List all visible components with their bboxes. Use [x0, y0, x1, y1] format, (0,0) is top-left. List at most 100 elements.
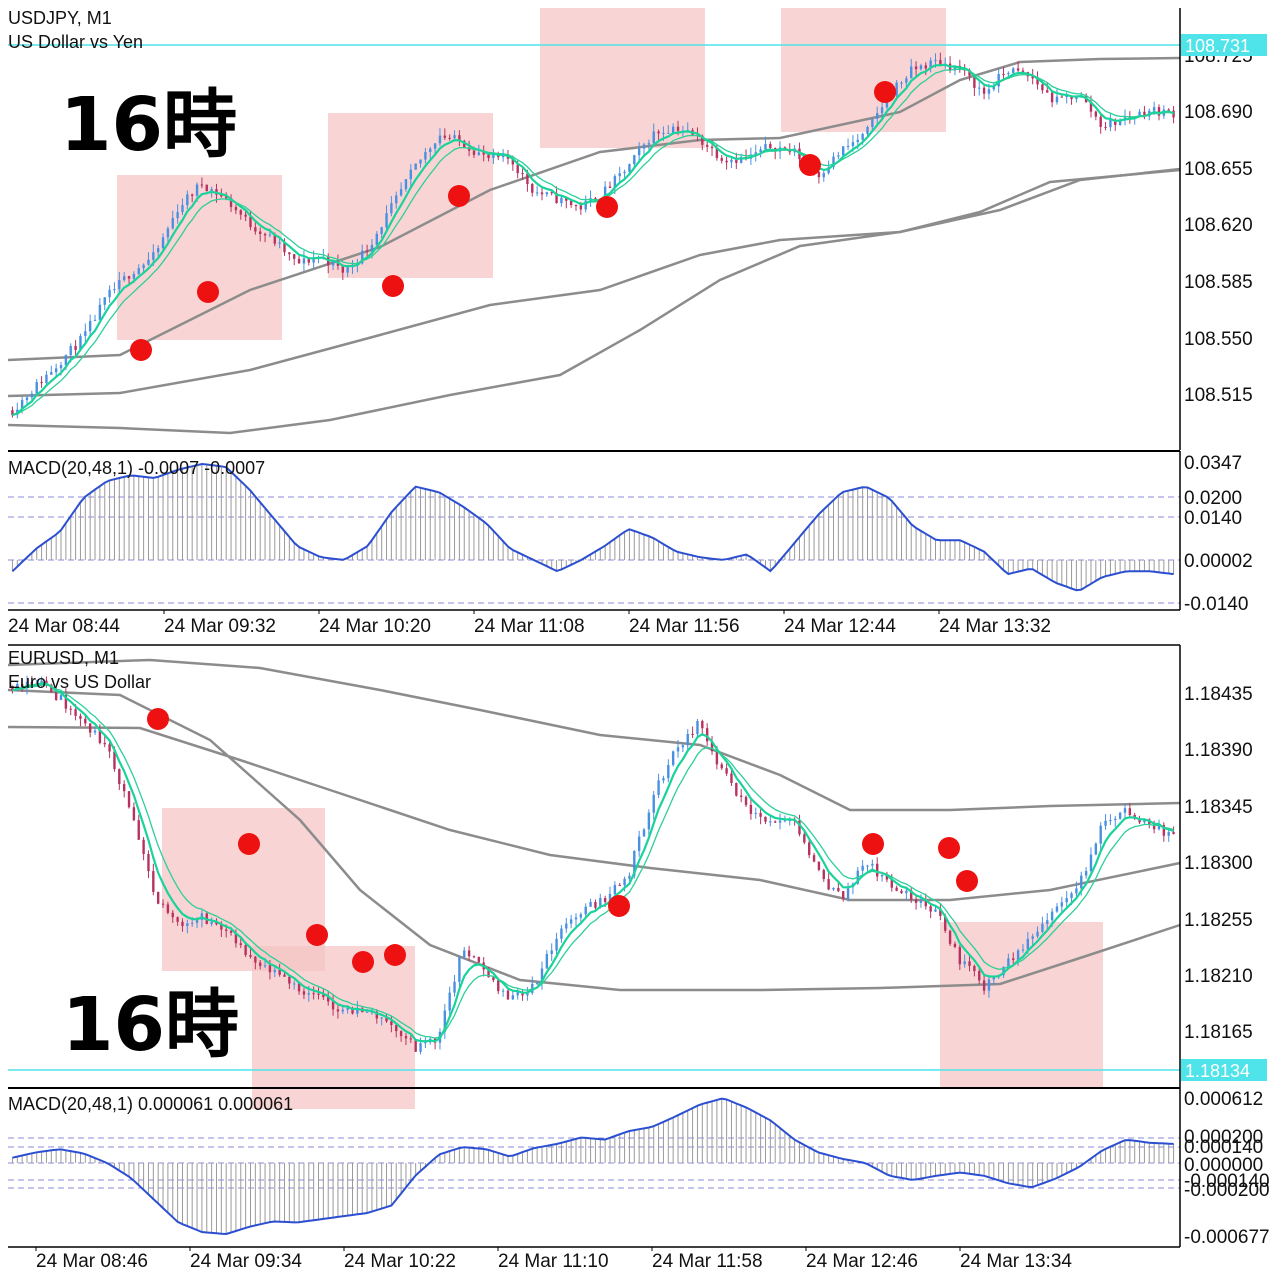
usdjpy-candle-body — [579, 205, 583, 210]
usdjpy-candle-body — [1036, 78, 1039, 85]
usdjpy-candle-body — [1143, 111, 1146, 117]
usdjpy-macd-signal-line — [11, 462, 1174, 592]
eurusd-candle-body — [395, 1025, 398, 1032]
eurusd-candle-body — [885, 875, 889, 880]
usdjpy-candle-body — [968, 70, 971, 76]
eurusd-candle-body — [812, 855, 816, 862]
eurusd-candle-body — [45, 680, 48, 685]
usdjpy-candle-body — [1167, 109, 1170, 111]
usdjpy-candle-body — [555, 193, 558, 204]
usdjpy-candle-body — [1157, 107, 1161, 116]
eurusd-candle-body — [623, 878, 626, 886]
usdjpy-candle-body — [526, 173, 529, 185]
usdjpy-candle-body — [735, 159, 738, 163]
eurusd-candle-body — [186, 923, 189, 927]
usdjpy-time-label: 24 Mar 11:56 — [629, 616, 740, 637]
eurusd-candle-body — [259, 962, 262, 966]
usdjpy-candle-body — [953, 65, 957, 71]
eurusd-candle-body — [516, 992, 519, 996]
usdjpy-candle-body — [370, 244, 374, 252]
eurusd-candle-body — [599, 898, 602, 908]
eurusd-candle-body — [1080, 875, 1083, 889]
usdjpy-candle-body — [880, 107, 884, 114]
usdjpy-candle-body — [438, 135, 442, 144]
usdjpy-candle-body — [1046, 90, 1049, 93]
eurusd-candle-body — [399, 1031, 403, 1037]
usdjpy-candle-body — [769, 144, 772, 149]
eurusd-candle-body — [229, 930, 233, 933]
eurusd-candle-body — [1143, 819, 1146, 823]
eurusd-candle-body — [963, 961, 966, 965]
usdjpy-candle-body — [467, 147, 471, 151]
eurusd-candle-body — [968, 961, 971, 966]
usdjpy-candle-body — [720, 158, 723, 161]
eurusd-candle-body — [1041, 923, 1044, 932]
eurusd-candle-body — [1031, 936, 1034, 939]
eurusd-slow-ma-mid — [7, 725, 1181, 902]
usdjpy-candle-body — [380, 227, 383, 234]
usdjpy-candle-body — [132, 274, 136, 279]
eurusd-candle-body — [69, 708, 72, 710]
usdjpy-candle-body — [404, 179, 408, 190]
usdjpy-signal-marker — [596, 196, 618, 218]
eurusd-signal-marker — [608, 895, 630, 917]
usdjpy-candle-body — [1094, 111, 1098, 117]
eurusd-candle-body — [336, 1009, 340, 1012]
usdjpy-macd-tick: 0.0140 — [1184, 508, 1242, 529]
eurusd-candle-body — [108, 744, 111, 752]
eurusd-candle-body — [647, 812, 651, 830]
eurusd-candle-body — [30, 681, 34, 685]
usdjpy-candle-body — [667, 132, 670, 134]
eurusd-candle-body — [1036, 931, 1039, 937]
usdjpy-time-labels: 24 Mar 08:44 24 Mar 09:32 24 Mar 10:20 2… — [8, 610, 1051, 637]
eurusd-candle-body — [147, 854, 150, 872]
eurusd-candle-body — [691, 734, 694, 736]
usdjpy-candle-body — [978, 87, 981, 89]
eurusd-candle-body — [122, 784, 126, 792]
eurusd-fast-ma — [11, 682, 1174, 1043]
usdjpy-candle-body — [676, 126, 680, 131]
eurusd-candle-body — [657, 780, 660, 795]
eurusd-candle-body — [676, 747, 680, 752]
eurusd-candle-body — [1114, 818, 1117, 821]
eurusd-candle-body — [127, 791, 131, 808]
eurusd-candle-body — [555, 938, 558, 951]
usdjpy-candle-body — [662, 132, 665, 134]
usdjpy-time-label: 24 Mar 10:20 — [319, 616, 431, 637]
usdjpy-candle-body — [127, 276, 131, 279]
usdjpy-candle-body — [701, 135, 704, 145]
usdjpy-candle-body — [108, 289, 111, 298]
usdjpy-candle-body — [584, 200, 587, 210]
eurusd-candle-body — [380, 1017, 383, 1019]
usdjpy-candle-body — [540, 192, 544, 195]
usdjpy-candle-body — [550, 192, 553, 194]
eurusd-candle-body — [944, 915, 947, 931]
eurusd-candle-body — [686, 734, 689, 746]
usdjpy-price-tick: 108.620 — [1184, 215, 1253, 236]
eurusd-candle-body — [822, 869, 825, 880]
eurusd-candle-body — [574, 917, 578, 920]
eurusd-macd-tick: -0.000140 — [1184, 1171, 1270, 1192]
usdjpy-current-price-label: 108.731 — [1185, 36, 1250, 56]
usdjpy-candle-body — [171, 218, 174, 229]
eurusd-candle-body — [861, 865, 864, 871]
eurusd-candle-body — [710, 741, 714, 752]
eurusd-macd-tick: 0.000140 — [1184, 1137, 1263, 1158]
eurusd-candle-body — [521, 992, 524, 996]
usdjpy-candle-body — [263, 233, 267, 236]
usdjpy-candle-body — [477, 152, 481, 155]
eurusd-candle-body — [84, 718, 87, 724]
usdjpy-candle-body — [118, 280, 121, 290]
eurusd-candle-body — [982, 980, 986, 991]
eurusd-candle-body — [331, 1001, 335, 1010]
usdjpy-candle-body — [1002, 74, 1005, 76]
eurusd-candle-body — [254, 956, 257, 963]
usdjpy-candle-body — [166, 228, 170, 238]
usdjpy-candle-body — [997, 74, 1000, 87]
eurusd-candle-body — [715, 751, 719, 765]
eurusd-price-tick: 1.18390 — [1184, 740, 1253, 761]
usdjpy-macd-tick: 0.00002 — [1184, 551, 1253, 572]
eurusd-candle-body — [317, 993, 320, 995]
usdjpy-candle-body — [871, 118, 874, 128]
eurusd-candle-body — [278, 970, 281, 975]
